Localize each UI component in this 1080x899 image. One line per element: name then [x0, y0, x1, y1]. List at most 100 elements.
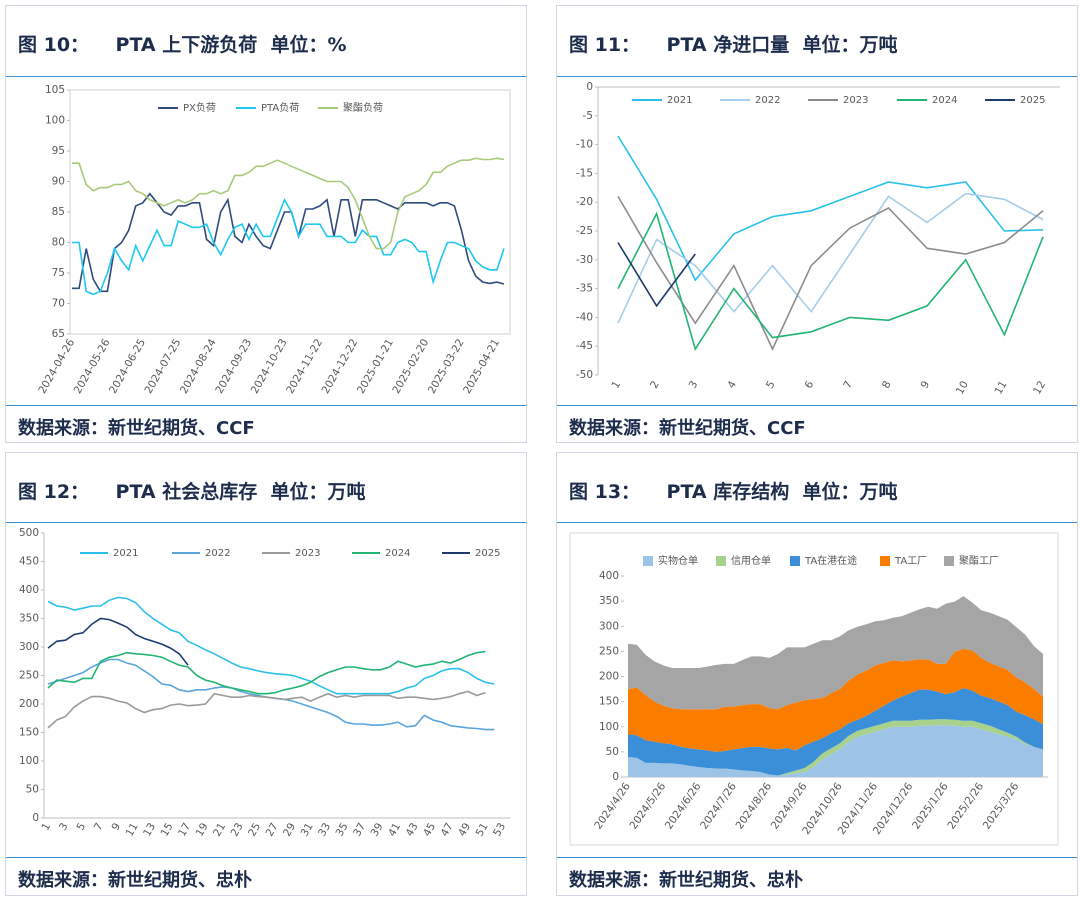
series-area	[628, 596, 1043, 710]
x-tick-label: 15	[159, 821, 176, 839]
y-tick-label: 50	[26, 784, 39, 796]
x-tick-label: 2024-09-23	[213, 337, 254, 396]
x-tick-label: 8	[880, 379, 894, 391]
series-line	[47, 690, 486, 729]
series-line	[72, 192, 505, 293]
x-tick-label: 19	[194, 821, 211, 839]
source: 数据来源：新世纪期货、忠朴	[18, 870, 252, 891]
y-tick-label: 300	[19, 641, 39, 653]
y-tick-label: 400	[19, 584, 39, 596]
source: 数据来源：新世纪期货、CCF	[18, 418, 255, 439]
legend-label: TA工厂	[894, 556, 927, 567]
x-tick-label: 2024-05-26	[72, 337, 113, 396]
x-tick-label: 2025-02-20	[390, 337, 431, 396]
legend-label: PX负荷	[183, 101, 216, 114]
series-area	[628, 688, 1043, 776]
series-line	[617, 195, 1044, 352]
y-tick-label: 250	[599, 645, 619, 657]
panel-title: 图 13： PTA 库存结构 单位：万吨	[569, 481, 898, 503]
x-tick-label: 45	[421, 821, 438, 839]
x-tick-label: 11	[124, 821, 141, 839]
y-tick-label: -5	[583, 110, 593, 122]
x-tick-label: 21	[211, 821, 228, 839]
legend-label: PTA负荷	[261, 101, 299, 114]
divider	[6, 857, 526, 858]
legend-label: 聚酯工厂	[959, 555, 999, 567]
legend-label: 实物仓单	[658, 554, 698, 567]
y-tick-label: 450	[19, 556, 39, 568]
y-tick-label: 250	[19, 670, 39, 682]
x-tick-label: 49	[456, 821, 473, 839]
divider	[557, 857, 1077, 858]
x-tick-label: 2024-08-24	[178, 337, 219, 396]
x-tick-label: 4	[725, 379, 739, 391]
x-tick-label: 7	[92, 821, 106, 833]
x-tick-label: 2025-03-22	[426, 337, 467, 396]
x-tick-label: 1	[39, 821, 53, 833]
x-tick-label: 2025-01-21	[355, 337, 396, 396]
panel: 图 13： PTA 库存结构 单位：万吨 数据来源：新世纪期货、忠朴	[556, 452, 1078, 896]
y-tick-label: 50	[606, 746, 619, 758]
y-tick-label: 85	[52, 206, 65, 218]
x-tick-label: 25	[246, 821, 263, 839]
x-tick-label: 35	[334, 821, 351, 839]
x-tick-label: 9	[919, 379, 933, 391]
x-tick-label: 41	[386, 821, 403, 839]
x-tick-label: 2025-04-21	[461, 337, 502, 396]
x-tick-label: 7	[841, 379, 855, 391]
y-tick-label: 350	[19, 613, 39, 625]
x-tick-label: 29	[281, 821, 298, 839]
legend-label: 2023	[295, 548, 320, 559]
series-line	[617, 135, 1044, 282]
divider	[6, 522, 526, 523]
x-tick-label: 51	[474, 821, 491, 839]
y-tick-label: -35	[576, 283, 593, 295]
y-tick-label: 95	[52, 145, 65, 157]
x-tick-label: 6	[803, 379, 817, 391]
y-tick-label: 65	[52, 328, 65, 340]
y-tick-label: -10	[576, 139, 593, 151]
y-tick-label: -45	[576, 340, 593, 352]
x-tick-label: 11	[992, 379, 1009, 397]
x-tick-label: 33	[316, 821, 333, 839]
x-tick-label: 2024-06-25	[107, 337, 148, 396]
y-tick-label: 150	[19, 727, 39, 739]
y-tick-label: -50	[576, 369, 593, 381]
legend-label: 2021	[113, 548, 138, 559]
legend-label: 2025	[475, 548, 500, 559]
legend-label: 2021	[667, 95, 692, 106]
y-tick-label: -25	[576, 225, 593, 237]
y-tick-label: 300	[599, 620, 619, 632]
legend-label: 信用仓单	[731, 554, 771, 567]
y-tick-label: 90	[52, 176, 65, 188]
y-tick-label: 200	[599, 671, 619, 683]
x-tick-label: 9	[109, 821, 123, 833]
x-tick-label: 53	[491, 821, 508, 839]
panel-title: 图 12： PTA 社会总库存 单位：万吨	[18, 481, 366, 503]
panel: 图 10： PTA 上下游负荷 单位：% 数据来源：新世纪期货、CCF	[5, 5, 527, 443]
y-tick-label: 200	[19, 698, 39, 710]
legend-swatch	[790, 556, 800, 566]
y-tick-label: 0	[612, 771, 619, 783]
y-tick-label: 400	[599, 570, 619, 582]
source: 数据来源：新世纪期货、CCF	[569, 418, 806, 439]
x-tick-label: 47	[439, 821, 456, 839]
legend-label: 2023	[843, 95, 868, 106]
series-line	[72, 157, 505, 250]
y-tick-label: 100	[45, 115, 65, 127]
x-tick-label: 39	[369, 821, 386, 839]
legend-label: 2025	[1020, 95, 1045, 106]
y-tick-label: 70	[52, 298, 65, 310]
panel: 图 12： PTA 社会总库存 单位：万吨 数据来源：新世纪期货、忠朴	[5, 452, 527, 896]
series-line	[617, 211, 1044, 352]
y-tick-label: -15	[576, 167, 593, 179]
x-tick-label: 2024-07-25	[143, 337, 184, 396]
panel-title: 图 10： PTA 上下游负荷 单位：%	[18, 34, 347, 56]
x-tick-label: 27	[264, 821, 281, 839]
y-tick-label: 0	[32, 812, 39, 824]
y-tick-label: -30	[576, 254, 593, 266]
x-tick-label: 3	[687, 379, 701, 391]
x-tick-label: 12	[1031, 379, 1048, 397]
x-tick-label: 2024-12-22	[320, 337, 361, 396]
